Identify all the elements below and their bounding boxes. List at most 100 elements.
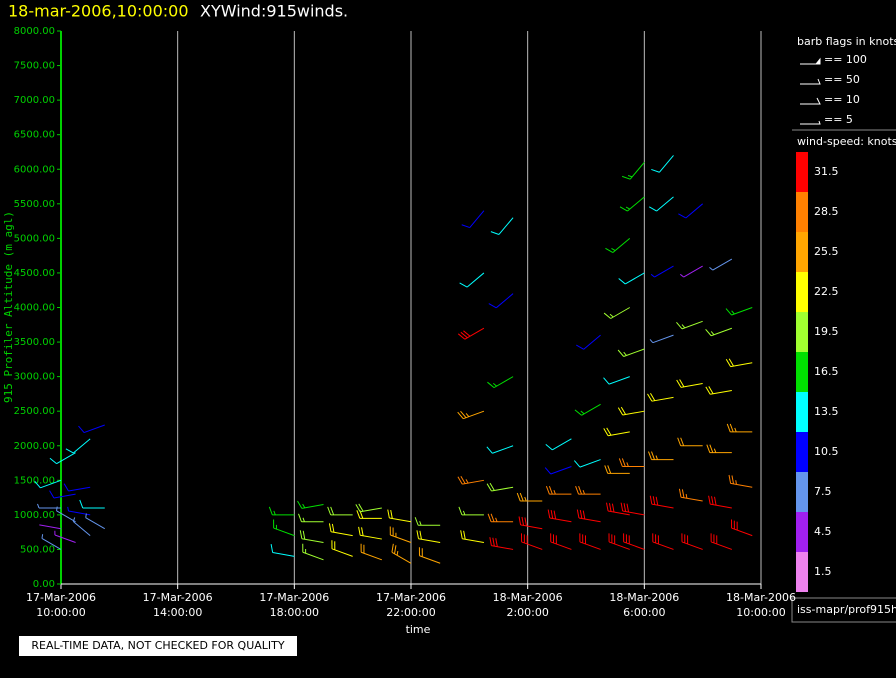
quality-note: REAL-TIME DATA, NOT CHECKED FOR QUALITY [31, 639, 285, 652]
y-tick-label: 3500.00 [14, 337, 55, 348]
wind-barb [54, 530, 76, 543]
wind-barb [648, 451, 674, 461]
wind-barb [459, 272, 485, 288]
wind-barb [327, 506, 353, 516]
wind-barb [617, 348, 645, 357]
wind-barb [518, 516, 543, 530]
wind-barb [705, 386, 732, 395]
barb-legend-icon [800, 78, 821, 85]
wind-barb [604, 465, 630, 474]
colorbar-swatch [796, 152, 808, 192]
wind-barb [358, 526, 382, 540]
y-tick-label: 5500.00 [14, 199, 55, 210]
wind-barb [457, 410, 485, 420]
wind-barb [490, 217, 514, 235]
wind-barb [458, 506, 484, 516]
wind-barb [651, 155, 674, 173]
y-tick-label: 1500.00 [14, 475, 55, 486]
wind-barb [545, 485, 572, 495]
wind-barb [544, 466, 572, 475]
colorbar-label: 19.5 [814, 325, 839, 338]
wind-barb [574, 403, 601, 416]
wind-barb [618, 458, 645, 467]
barb-legend-title: barb flags in knots [797, 35, 896, 48]
colorbar-swatch [796, 552, 808, 592]
wind-barb [461, 210, 485, 229]
colorbar-label: 31.5 [814, 165, 839, 178]
wind-barb [603, 427, 630, 437]
wind-barb [725, 307, 753, 316]
wind-barb [516, 492, 543, 502]
wind-barb [414, 517, 441, 526]
wind-barb [705, 327, 733, 337]
wind-barb [520, 533, 543, 550]
x-tick-label: 6:00:00 [623, 606, 665, 619]
wind-barb [488, 293, 514, 309]
x-tick-label: 10:00:00 [36, 606, 85, 619]
wind-barb [623, 533, 645, 550]
wind-barb [679, 265, 703, 278]
barb-legend-icon [800, 57, 821, 65]
chart-title: 18-mar-2006,10:00:00 [8, 2, 189, 21]
note-box [19, 636, 297, 656]
wind-barb [72, 517, 91, 536]
wind-barb [621, 162, 645, 180]
colorbar-label: 22.5 [814, 285, 839, 298]
barb-legend-label: == 5 [824, 113, 853, 126]
wind-barb [34, 479, 62, 489]
barb-legend-label: == 100 [824, 53, 867, 66]
wind-barb [649, 334, 674, 344]
colorbar-swatch [796, 192, 808, 232]
source-box [791, 597, 896, 623]
wind-barb [63, 483, 91, 492]
x-tick-label: 2:00:00 [506, 606, 548, 619]
wind-barb [457, 327, 485, 340]
y-tick-label: 8000.00 [14, 26, 55, 37]
wind-barb [618, 272, 645, 285]
wind-barb [49, 490, 76, 499]
colorbar-swatch [796, 352, 808, 392]
wind-barb [681, 533, 703, 550]
wind-barb [709, 258, 733, 271]
wind-barb [575, 485, 601, 495]
wind-barb [619, 196, 645, 212]
y-tick-label: 4000.00 [14, 303, 55, 314]
colorbar-label: 10.5 [814, 445, 839, 458]
x-tick-label: 10:00:00 [736, 606, 785, 619]
wind-barb [297, 500, 324, 509]
colorbar-swatch [796, 232, 808, 272]
wind-barb [728, 474, 753, 488]
colorbar-label: 4.5 [814, 525, 832, 538]
wind-barb [85, 513, 105, 530]
wind-barb [416, 530, 441, 544]
wind-barb [678, 203, 703, 219]
barb-legend-icon [800, 97, 821, 105]
wind-barb [726, 423, 753, 433]
x-tick-label: 18:00:00 [270, 606, 319, 619]
colorbar-swatch [796, 512, 808, 552]
wind-barb [355, 503, 382, 513]
wind-barb [608, 533, 630, 550]
y-tick-label: 3000.00 [14, 372, 55, 383]
wind-barb [457, 475, 485, 485]
source-label: iss-mapr/prof915h [797, 603, 896, 616]
wind-barb [605, 237, 631, 253]
x-tick-label: 14:00:00 [153, 606, 202, 619]
colorbar-label: 16.5 [814, 365, 839, 378]
wind-barb [620, 502, 645, 516]
y-tick-label: 2000.00 [14, 441, 55, 452]
wind-barb [730, 519, 753, 537]
wind-barb [41, 534, 62, 550]
colorbar-title: wind-speed: knots [797, 135, 896, 148]
y-tick-label: 2500.00 [14, 406, 55, 417]
colorbar-label: 1.5 [814, 565, 832, 578]
wind-barb [389, 526, 412, 543]
x-tick-label: 18-Mar-2006 [609, 591, 679, 604]
x-tick-label: 22:00:00 [386, 606, 435, 619]
y-tick-label: 1000.00 [14, 510, 55, 521]
wind-barb [328, 523, 353, 537]
wind-barb [487, 376, 514, 389]
wind-barb [65, 438, 91, 454]
x-axis-label: time [406, 623, 431, 636]
